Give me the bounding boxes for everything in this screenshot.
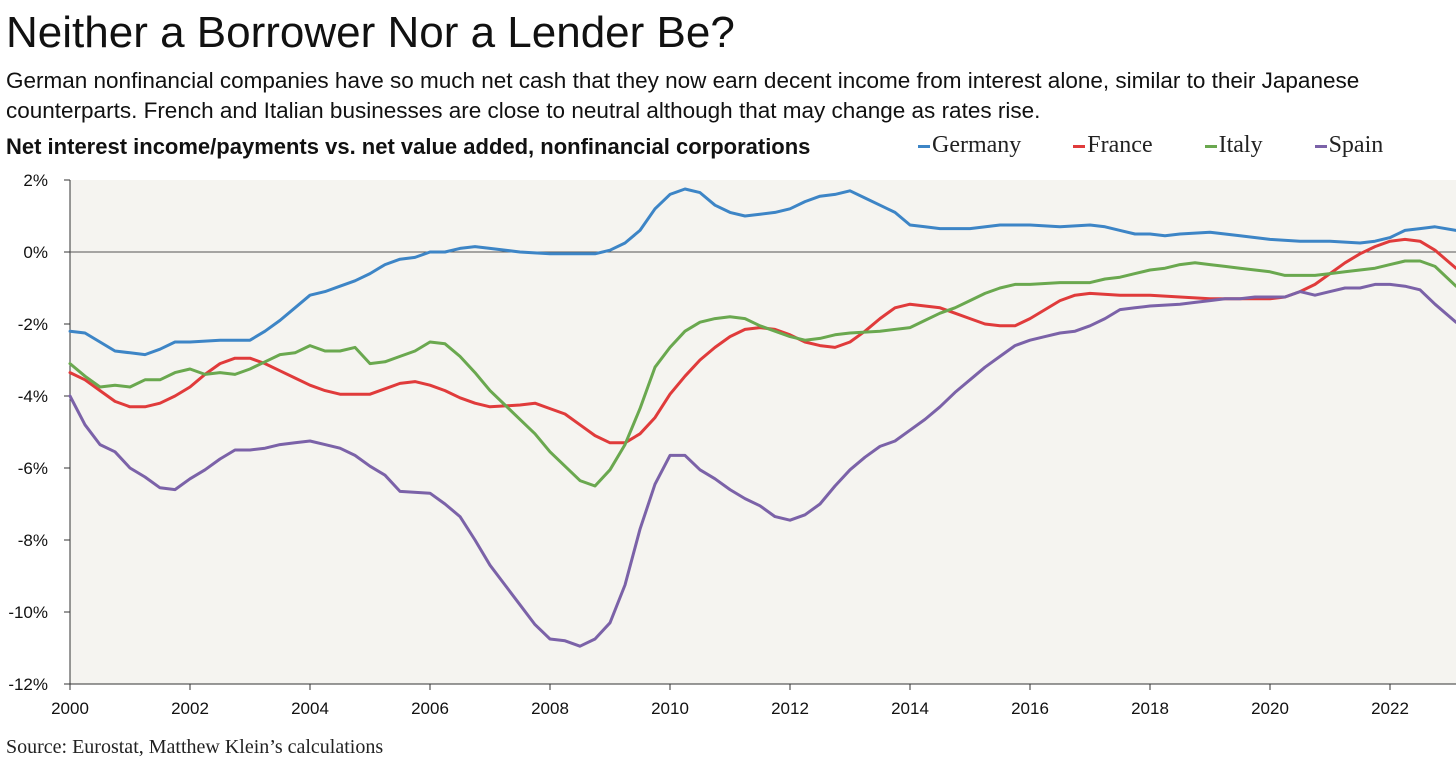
y-tick-label: -4% [18,387,48,406]
y-axis: 2% 0% -2% -4% -6% -8% -10% -12% [8,171,1456,694]
x-tick-label: 2004 [291,699,329,718]
series-line-spain [68,282,1456,648]
y-tick-label: -8% [18,531,48,550]
y-tick-label: -2% [18,315,48,334]
line-chart: 2%0%-2%-4%-6%-8%-10%-12% 2000 2002 2004 200… [8,171,1456,718]
x-axis: 2000 2002 2004 2006 2008 2010 2012 2014 2016 2018… [51,683,1456,718]
chart-subtitle: German nonfinancial companies have so mu… [6,68,1360,123]
y-tick-label: -10% [8,603,48,622]
chart-title: Neither a Borrower Nor a Lender Be? [6,8,735,57]
legend-swatch-spain [1314,144,1327,148]
series-line-italy [68,259,1456,488]
y-tick-label: -6% [18,459,48,478]
legend-item-italy: Italy [1204,132,1263,159]
x-tick-label: 2010 [651,699,689,718]
y-tick-label: -12% [8,675,48,694]
legend-swatch-germany [918,144,930,148]
legend-label-germany: Germany [932,132,1022,158]
legend-item-germany: Germany [918,132,1021,159]
y-tick-label: 2% [23,171,48,190]
x-tick-label: 2008 [531,699,569,718]
x-tick-label: 2018 [1131,699,1169,718]
x-tick-label: 2022 [1371,699,1409,718]
chart-heading: Net interest income/payments vs. net val… [6,134,811,159]
legend: Germany France Italy Spain [918,132,1383,159]
series-line-germany [68,187,1456,357]
plot-area [70,180,1456,684]
series-lines [68,187,1456,648]
x-tick-label: 2000 [51,699,89,718]
series-line-france [68,237,1456,445]
legend-swatch-italy [1204,144,1217,148]
legend-label-italy: Italy [1218,132,1263,158]
y-tick-label: 0% [23,243,48,262]
legend-label-spain: Spain [1328,132,1384,158]
legend-swatch-france [1073,144,1086,148]
x-tick-label: 2002 [171,699,209,718]
x-tick-label: 2016 [1011,699,1049,718]
x-tick-label: 2012 [771,699,809,718]
x-tick-label: 2006 [411,699,449,718]
legend-item-france: France [1073,132,1153,159]
x-tick-label: 2014 [891,699,929,718]
source-note: Source: Eurostat, Matthew Klein’s calcul… [6,736,384,758]
legend-item-spain: Spain [1314,132,1384,159]
legend-label-france: France [1087,132,1153,158]
x-tick-label: 2020 [1251,699,1289,718]
